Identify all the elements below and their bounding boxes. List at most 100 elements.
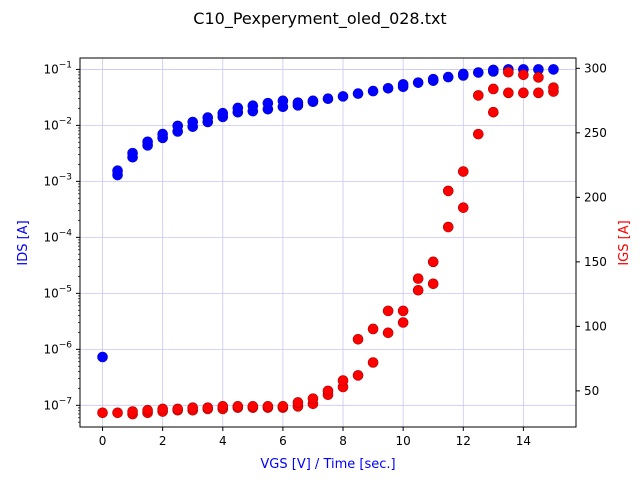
ids-point xyxy=(97,351,108,363)
ids-point xyxy=(488,64,499,76)
igs-point xyxy=(488,83,499,95)
ids-point xyxy=(382,83,394,94)
igs-point xyxy=(307,393,319,404)
ids-point xyxy=(112,165,123,177)
ids-point xyxy=(352,88,364,99)
igs-point xyxy=(157,403,168,415)
igs-point xyxy=(112,407,123,419)
y-right-tick-label: 150 xyxy=(584,255,607,269)
igs-point xyxy=(533,72,544,83)
igs-point xyxy=(518,87,529,99)
igs-point xyxy=(322,385,334,397)
ids-point xyxy=(367,85,379,97)
igs-point xyxy=(352,370,364,381)
ids-point xyxy=(322,93,334,104)
igs-point xyxy=(457,202,469,213)
igs-point xyxy=(503,66,514,78)
igs-point xyxy=(473,90,484,101)
ids-point xyxy=(442,71,454,83)
ids-point xyxy=(473,67,484,78)
ids-point xyxy=(217,107,229,119)
igs-point xyxy=(488,106,499,118)
igs-point xyxy=(427,256,439,268)
igs-point xyxy=(217,401,229,412)
ids-point xyxy=(427,73,439,85)
igs-point xyxy=(382,327,394,339)
x-tick-label: 14 xyxy=(516,434,531,448)
x-tick-label: 0 xyxy=(99,434,107,448)
igs-point xyxy=(337,375,349,386)
y-left-tick-label: 10−5 xyxy=(43,284,72,300)
x-axis-label: VGS [V] / Time [sec.] xyxy=(260,457,395,472)
igs-point xyxy=(427,278,439,290)
ids-series xyxy=(97,64,559,363)
y-left-tick-label: 10−2 xyxy=(43,116,72,132)
igs-point xyxy=(97,407,108,419)
igs-point xyxy=(412,273,424,284)
x-tick-label: 8 xyxy=(339,434,347,448)
y-left-tick-label: 10−1 xyxy=(43,60,72,76)
x-tick-label: 10 xyxy=(396,434,411,448)
igs-point xyxy=(172,403,183,415)
igs-point xyxy=(262,401,274,412)
ids-point xyxy=(307,95,319,107)
igs-series xyxy=(97,66,559,420)
igs-point xyxy=(442,221,454,233)
ids-point xyxy=(232,102,244,114)
igs-point xyxy=(292,397,304,408)
igs-point xyxy=(277,401,289,412)
igs-point xyxy=(457,166,469,177)
igs-point xyxy=(367,323,379,335)
igs-point xyxy=(352,333,364,345)
y-left-tick-label: 10−7 xyxy=(43,396,72,412)
igs-point xyxy=(442,185,454,197)
ids-point xyxy=(247,100,259,111)
y-right-tick-label: 50 xyxy=(584,384,599,398)
ids-point xyxy=(548,64,559,75)
y-right-tick-label: 250 xyxy=(584,126,607,140)
x-tick-label: 6 xyxy=(279,434,287,448)
ids-point xyxy=(157,128,168,140)
igs-point xyxy=(412,284,424,296)
igs-point xyxy=(397,317,409,328)
y-axis-left-label: IDS [A] xyxy=(16,220,31,265)
chart-title: C10_Pexperyment_oled_028.txt xyxy=(193,9,446,29)
igs-point xyxy=(473,128,484,140)
ids-point xyxy=(142,136,153,148)
y-axis-left: 10−7 10−6 10−5 10−4 10−3 10−2 10−1 xyxy=(43,60,80,423)
ids-point xyxy=(262,97,274,109)
igs-point xyxy=(367,357,379,368)
ids-point xyxy=(127,147,138,159)
igs-point xyxy=(548,82,559,93)
ids-point xyxy=(277,95,289,107)
ids-point xyxy=(292,97,304,108)
igs-point xyxy=(127,406,138,417)
ids-point xyxy=(457,68,469,80)
igs-point xyxy=(202,402,214,413)
y-right-tick-label: 300 xyxy=(584,61,607,75)
igs-point xyxy=(503,87,514,99)
igs-point xyxy=(397,305,409,317)
x-tick-label: 2 xyxy=(159,434,167,448)
y-axis-right: 50 100 150 200 250 300 xyxy=(576,61,607,398)
y-left-tick-label: 10−3 xyxy=(43,172,72,188)
y-right-tick-label: 100 xyxy=(584,319,607,333)
igs-point xyxy=(142,404,153,416)
ids-point xyxy=(172,120,183,132)
igs-point xyxy=(382,305,394,317)
y-right-tick-label: 200 xyxy=(584,190,607,204)
x-axis: 0 2 4 6 8 10 12 14 xyxy=(99,427,531,448)
grid xyxy=(80,58,576,427)
igs-point xyxy=(232,401,244,412)
igs-point xyxy=(533,87,544,99)
x-tick-label: 12 xyxy=(456,434,471,448)
igs-point xyxy=(518,69,529,81)
ids-point xyxy=(412,77,424,88)
x-tick-label: 4 xyxy=(219,434,227,448)
ids-point xyxy=(202,112,214,123)
y-left-tick-label: 10−4 xyxy=(43,228,72,244)
ids-point xyxy=(397,79,409,90)
y-left-tick-label: 10−6 xyxy=(43,340,72,356)
